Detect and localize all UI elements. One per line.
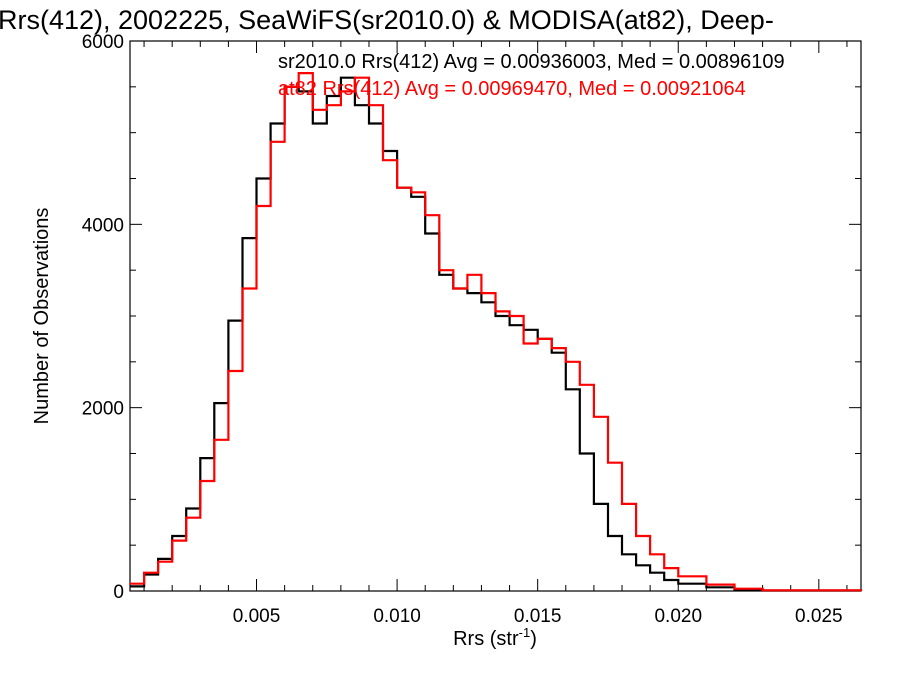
y-tick-label: 0 bbox=[113, 582, 124, 603]
legend: sr2010.0 Rrs(412) Avg = 0.00936003, Med … bbox=[278, 51, 785, 100]
y-axis-ticks: 0 2000 4000 6000 bbox=[82, 32, 861, 603]
series-line-0 bbox=[130, 76, 863, 592]
x-tick-label: 0.005 bbox=[233, 606, 281, 627]
series-line-1 bbox=[130, 72, 863, 592]
x-axis-label: Rrs (str-1) bbox=[453, 625, 537, 650]
x-tick-label: 0.025 bbox=[795, 606, 843, 627]
series-layer bbox=[130, 72, 863, 592]
y-tick-label: 2000 bbox=[82, 399, 124, 420]
legend-entry-1: at82 Rrs(412) Avg = 0.00969470, Med = 0.… bbox=[278, 78, 746, 100]
x-tick-label: 0.015 bbox=[514, 606, 562, 627]
y-axis-label: Number of Observations bbox=[31, 208, 53, 425]
y-tick-label: 4000 bbox=[82, 215, 124, 236]
x-tick-label: 0.010 bbox=[373, 606, 421, 627]
y-tick-label: 6000 bbox=[82, 32, 124, 53]
x-axis-ticks: 0.005 0.010 0.015 0.020 0.025 bbox=[143, 41, 848, 627]
x-tick-label: 0.020 bbox=[654, 606, 702, 627]
legend-entry-0: sr2010.0 Rrs(412) Avg = 0.00936003, Med … bbox=[278, 51, 785, 73]
chart-title: Rrs(412), 2002225, SeaWiFS(sr2010.0) & M… bbox=[0, 5, 774, 35]
